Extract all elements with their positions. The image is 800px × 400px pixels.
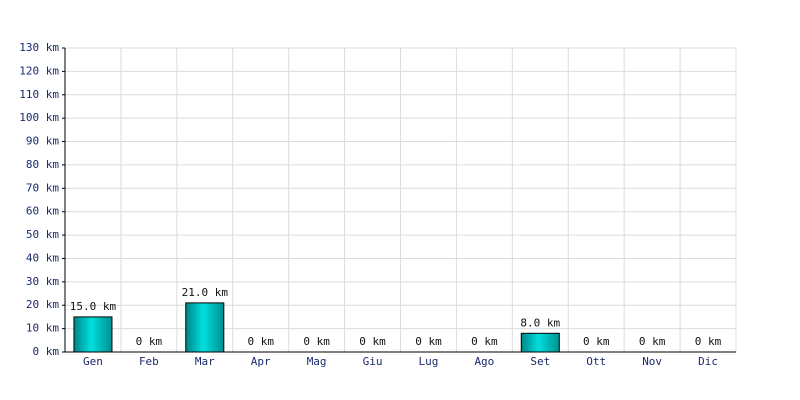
y-tick-label: 30 km bbox=[26, 275, 59, 288]
y-tick-label: 70 km bbox=[26, 181, 59, 194]
value-label: 0 km bbox=[639, 335, 666, 348]
y-tick-label: 40 km bbox=[26, 251, 59, 264]
value-label: 0 km bbox=[136, 335, 163, 348]
x-tick-label: Ago bbox=[474, 355, 494, 368]
y-tick-label: 20 km bbox=[26, 298, 59, 311]
value-label: 0 km bbox=[471, 335, 498, 348]
x-tick-label: Mag bbox=[307, 355, 327, 368]
x-tick-label: Apr bbox=[251, 355, 271, 368]
x-tick-label: Ott bbox=[586, 355, 606, 368]
value-label: 0 km bbox=[583, 335, 610, 348]
y-tick-label: 90 km bbox=[26, 135, 59, 148]
y-tick-label: 0 km bbox=[33, 345, 60, 358]
bar-shade bbox=[521, 333, 560, 352]
value-label: 8.0 km bbox=[520, 316, 560, 329]
y-tick-label: 130 km bbox=[19, 41, 59, 54]
x-tick-label: Feb bbox=[139, 355, 159, 368]
value-label: 0 km bbox=[247, 335, 274, 348]
x-tick-label: Gen bbox=[83, 355, 103, 368]
value-label: 0 km bbox=[415, 335, 442, 348]
x-tick-label: Giu bbox=[363, 355, 383, 368]
x-tick-label: Mar bbox=[195, 355, 215, 368]
value-label: 0 km bbox=[303, 335, 330, 348]
value-label: 0 km bbox=[359, 335, 386, 348]
y-tick-label: 110 km bbox=[19, 88, 59, 101]
y-tick-label: 100 km bbox=[19, 111, 59, 124]
bar-shade bbox=[73, 316, 112, 352]
value-label: 0 km bbox=[695, 335, 722, 348]
x-tick-label: Set bbox=[530, 355, 550, 368]
x-tick-label: Lug bbox=[419, 355, 439, 368]
bar-shade bbox=[185, 302, 224, 352]
y-tick-label: 10 km bbox=[26, 322, 59, 335]
y-tick-label: 50 km bbox=[26, 228, 59, 241]
value-label: 21.0 km bbox=[182, 286, 229, 299]
x-tick-label: Nov bbox=[642, 355, 662, 368]
y-tick-label: 80 km bbox=[26, 158, 59, 171]
y-tick-label: 60 km bbox=[26, 205, 59, 218]
x-tick-label: Dic bbox=[698, 355, 718, 368]
y-tick-label: 120 km bbox=[19, 64, 59, 77]
value-label: 15.0 km bbox=[70, 300, 117, 313]
